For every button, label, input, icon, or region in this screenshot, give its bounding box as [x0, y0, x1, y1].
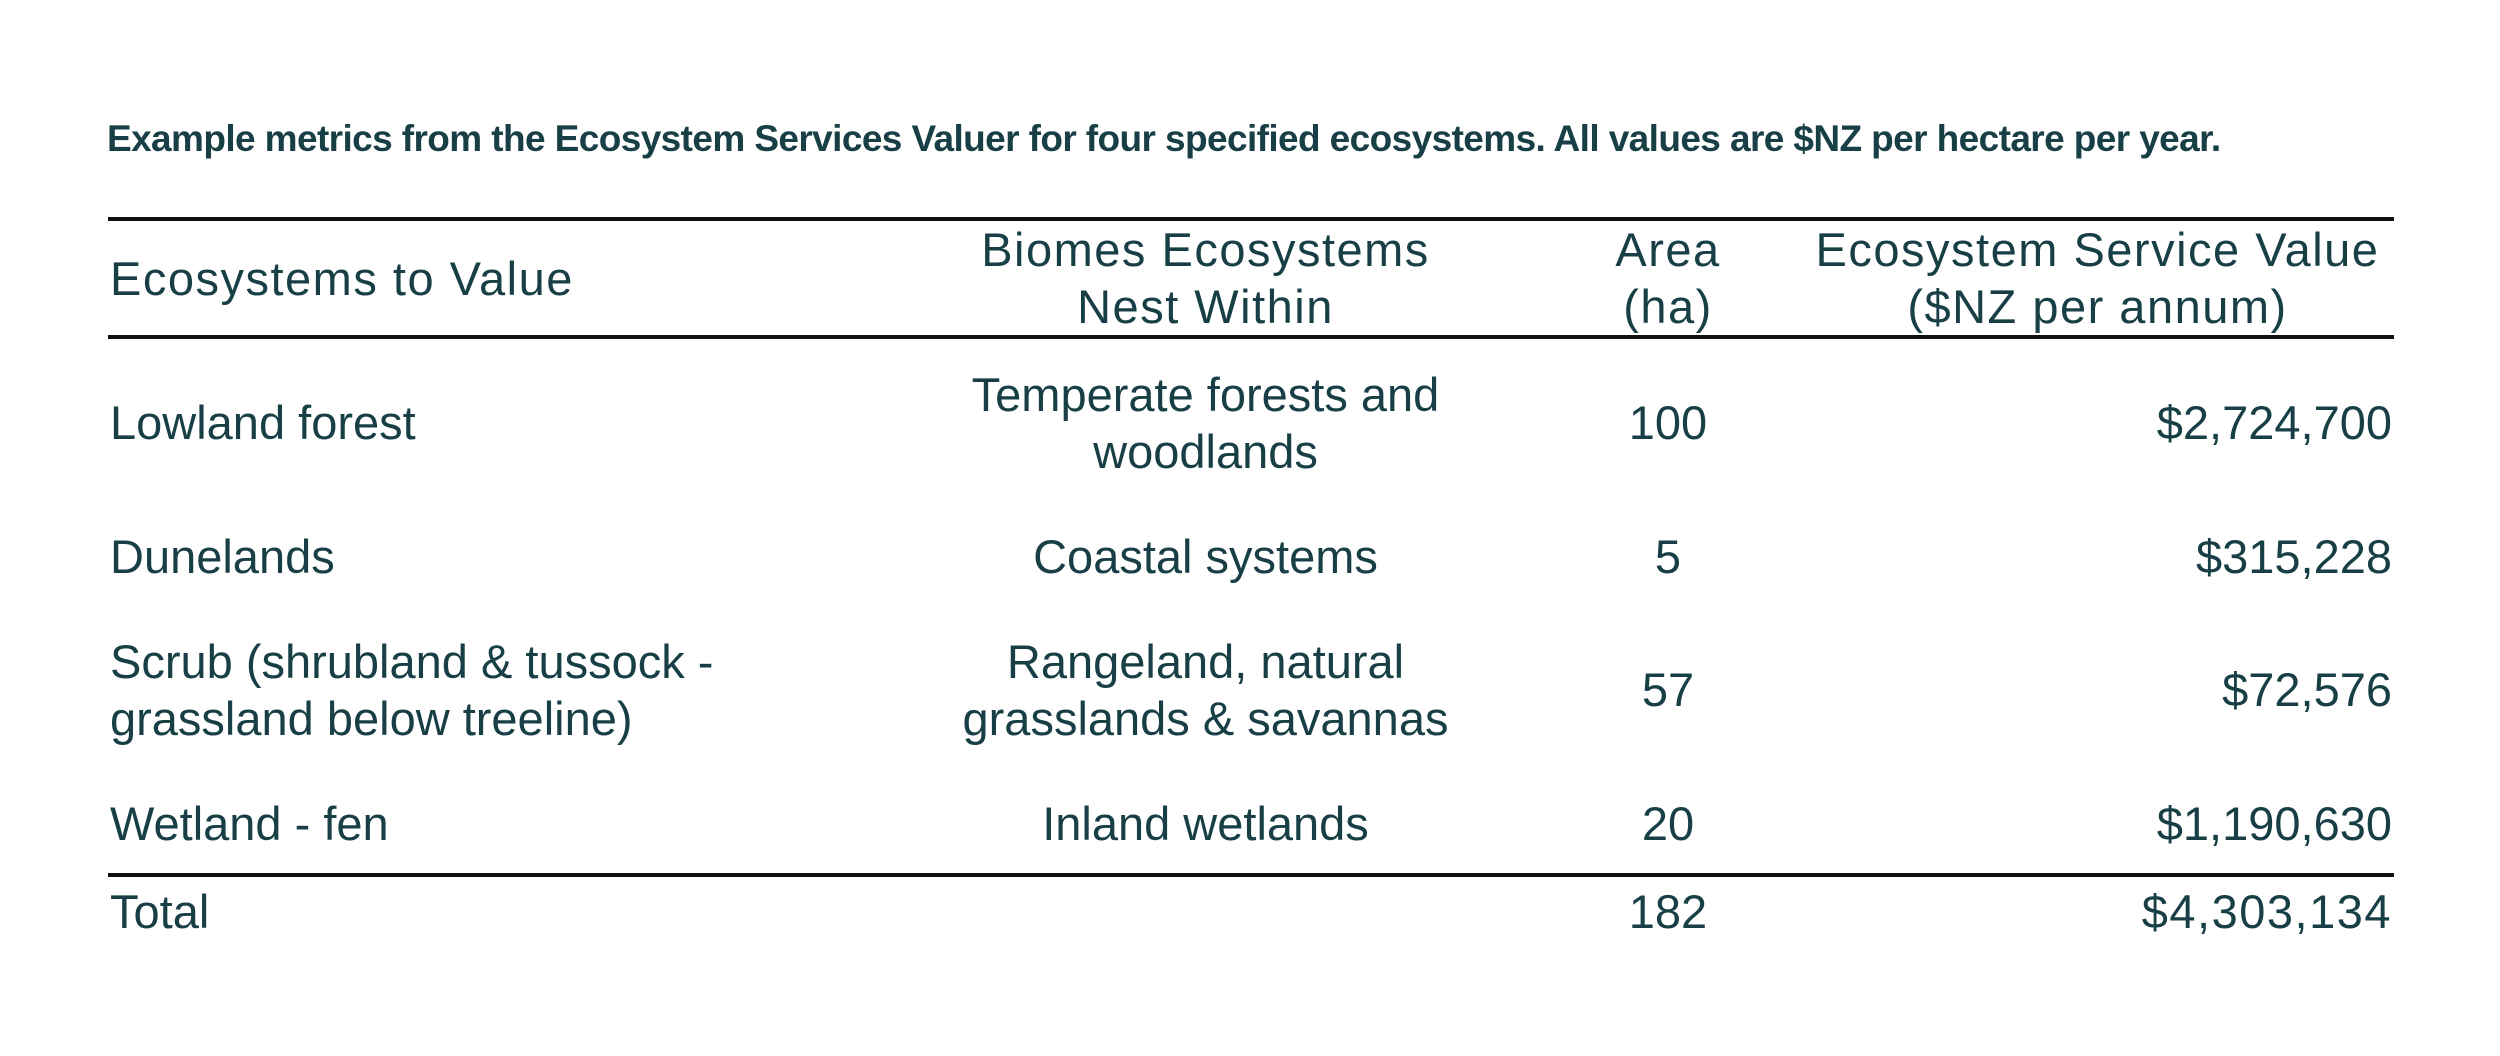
header-biomes-line-1: Biomes Ecosystems: [981, 223, 1430, 276]
cell-biome-line-1: Temperate forests and: [971, 367, 1440, 421]
cell-biome: Rangeland, natural grasslands & savannas: [878, 606, 1533, 773]
cell-biome-line-1: Coastal systems: [1033, 529, 1378, 583]
total-area: 182: [1628, 884, 1708, 938]
cell-ecosystem-line-1: Scrub (shrubland & tussock -: [110, 634, 714, 688]
cell-area: 20: [1641, 796, 1695, 850]
cell-value: $1,190,630: [2156, 796, 2392, 850]
table-caption: Example metrics from the Ecosystem Servi…: [107, 118, 2221, 159]
cell-ecosystem: Wetland - fen: [108, 773, 878, 875]
cell-ecosystem-line-2: grassland below treeline): [110, 691, 633, 745]
header-area: Area (ha): [1533, 219, 1803, 337]
header-ecosystems: Ecosystems to Value: [108, 219, 878, 337]
total-label: Total: [110, 884, 210, 938]
header-value: Ecosystem Service Value ($NZ per annum): [1803, 219, 2394, 337]
total-value: $4,303,134: [2141, 884, 2392, 938]
header-biomes-line-2: Nest Within: [1077, 280, 1334, 333]
cell-area: 57: [1641, 663, 1695, 716]
cell-area: 100: [1628, 396, 1708, 449]
table-header: Ecosystems to Value Biomes Ecosystems Ne…: [108, 219, 2394, 337]
header-value-line-2: ($NZ per annum): [1907, 280, 2288, 333]
total-row: Total 182 $4,303,134: [108, 875, 2394, 945]
table-body: Lowland forest Temperate forests and woo…: [108, 337, 2394, 875]
table-row: Wetland - fen Inland wetlands 20 $1,190,…: [108, 773, 2394, 875]
total-empty-cell: [878, 875, 1533, 945]
cell-biome: Inland wetlands: [878, 773, 1533, 875]
cell-biome-line-1: Rangeland, natural: [1006, 634, 1405, 688]
cell-value: $315,228: [2195, 529, 2392, 583]
cell-ecosystem: Lowland forest: [108, 337, 878, 506]
cell-ecosystem-line-1: Wetland - fen: [110, 796, 389, 850]
header-row: Ecosystems to Value Biomes Ecosystems Ne…: [108, 219, 2394, 337]
table-row: Dunelands Coastal systems 5 $315,228: [108, 506, 2394, 606]
ecosystem-values-table: Ecosystems to Value Biomes Ecosystems Ne…: [108, 217, 2394, 945]
header-value-line-1: Ecosystem Service Value: [1815, 223, 2380, 276]
table-row: Scrub (shrubland & tussock - grassland b…: [108, 606, 2394, 773]
cell-biome: Coastal systems: [878, 506, 1533, 606]
cell-biome-line-1: Inland wetlands: [1042, 796, 1369, 850]
header-ecosystems-line-1: Ecosystems to Value: [110, 251, 574, 305]
table-footer: Total 182 $4,303,134: [108, 875, 2394, 945]
cell-biome-line-2: woodlands: [1093, 424, 1318, 478]
header-area-line-2: (ha): [1623, 280, 1713, 333]
header-biomes: Biomes Ecosystems Nest Within: [878, 219, 1533, 337]
table-row: Lowland forest Temperate forests and woo…: [108, 337, 2394, 506]
cell-area: 5: [1654, 529, 1682, 583]
cell-value: $72,576: [2222, 663, 2392, 716]
cell-biome: Temperate forests and woodlands: [878, 337, 1533, 506]
cell-ecosystem-line-1: Dunelands: [110, 529, 335, 583]
cell-ecosystem: Dunelands: [108, 506, 878, 606]
cell-ecosystem-line-1: Lowland forest: [110, 396, 416, 449]
header-area-line-1: Area: [1615, 223, 1721, 276]
cell-biome-line-2: grasslands & savannas: [962, 691, 1449, 745]
cell-ecosystem: Scrub (shrubland & tussock - grassland b…: [108, 606, 878, 773]
cell-value: $2,724,700: [2156, 396, 2392, 449]
